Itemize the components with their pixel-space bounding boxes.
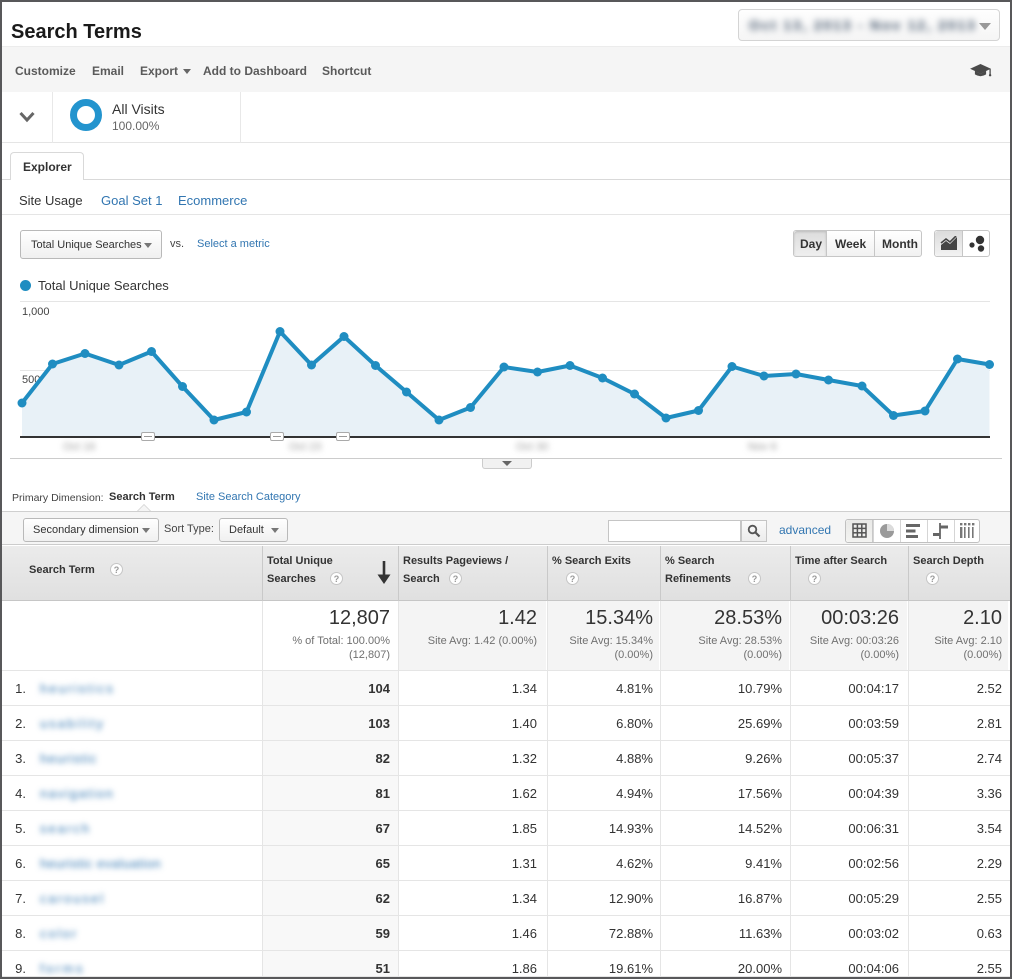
svg-text:1,000: 1,000 [22,306,50,318]
